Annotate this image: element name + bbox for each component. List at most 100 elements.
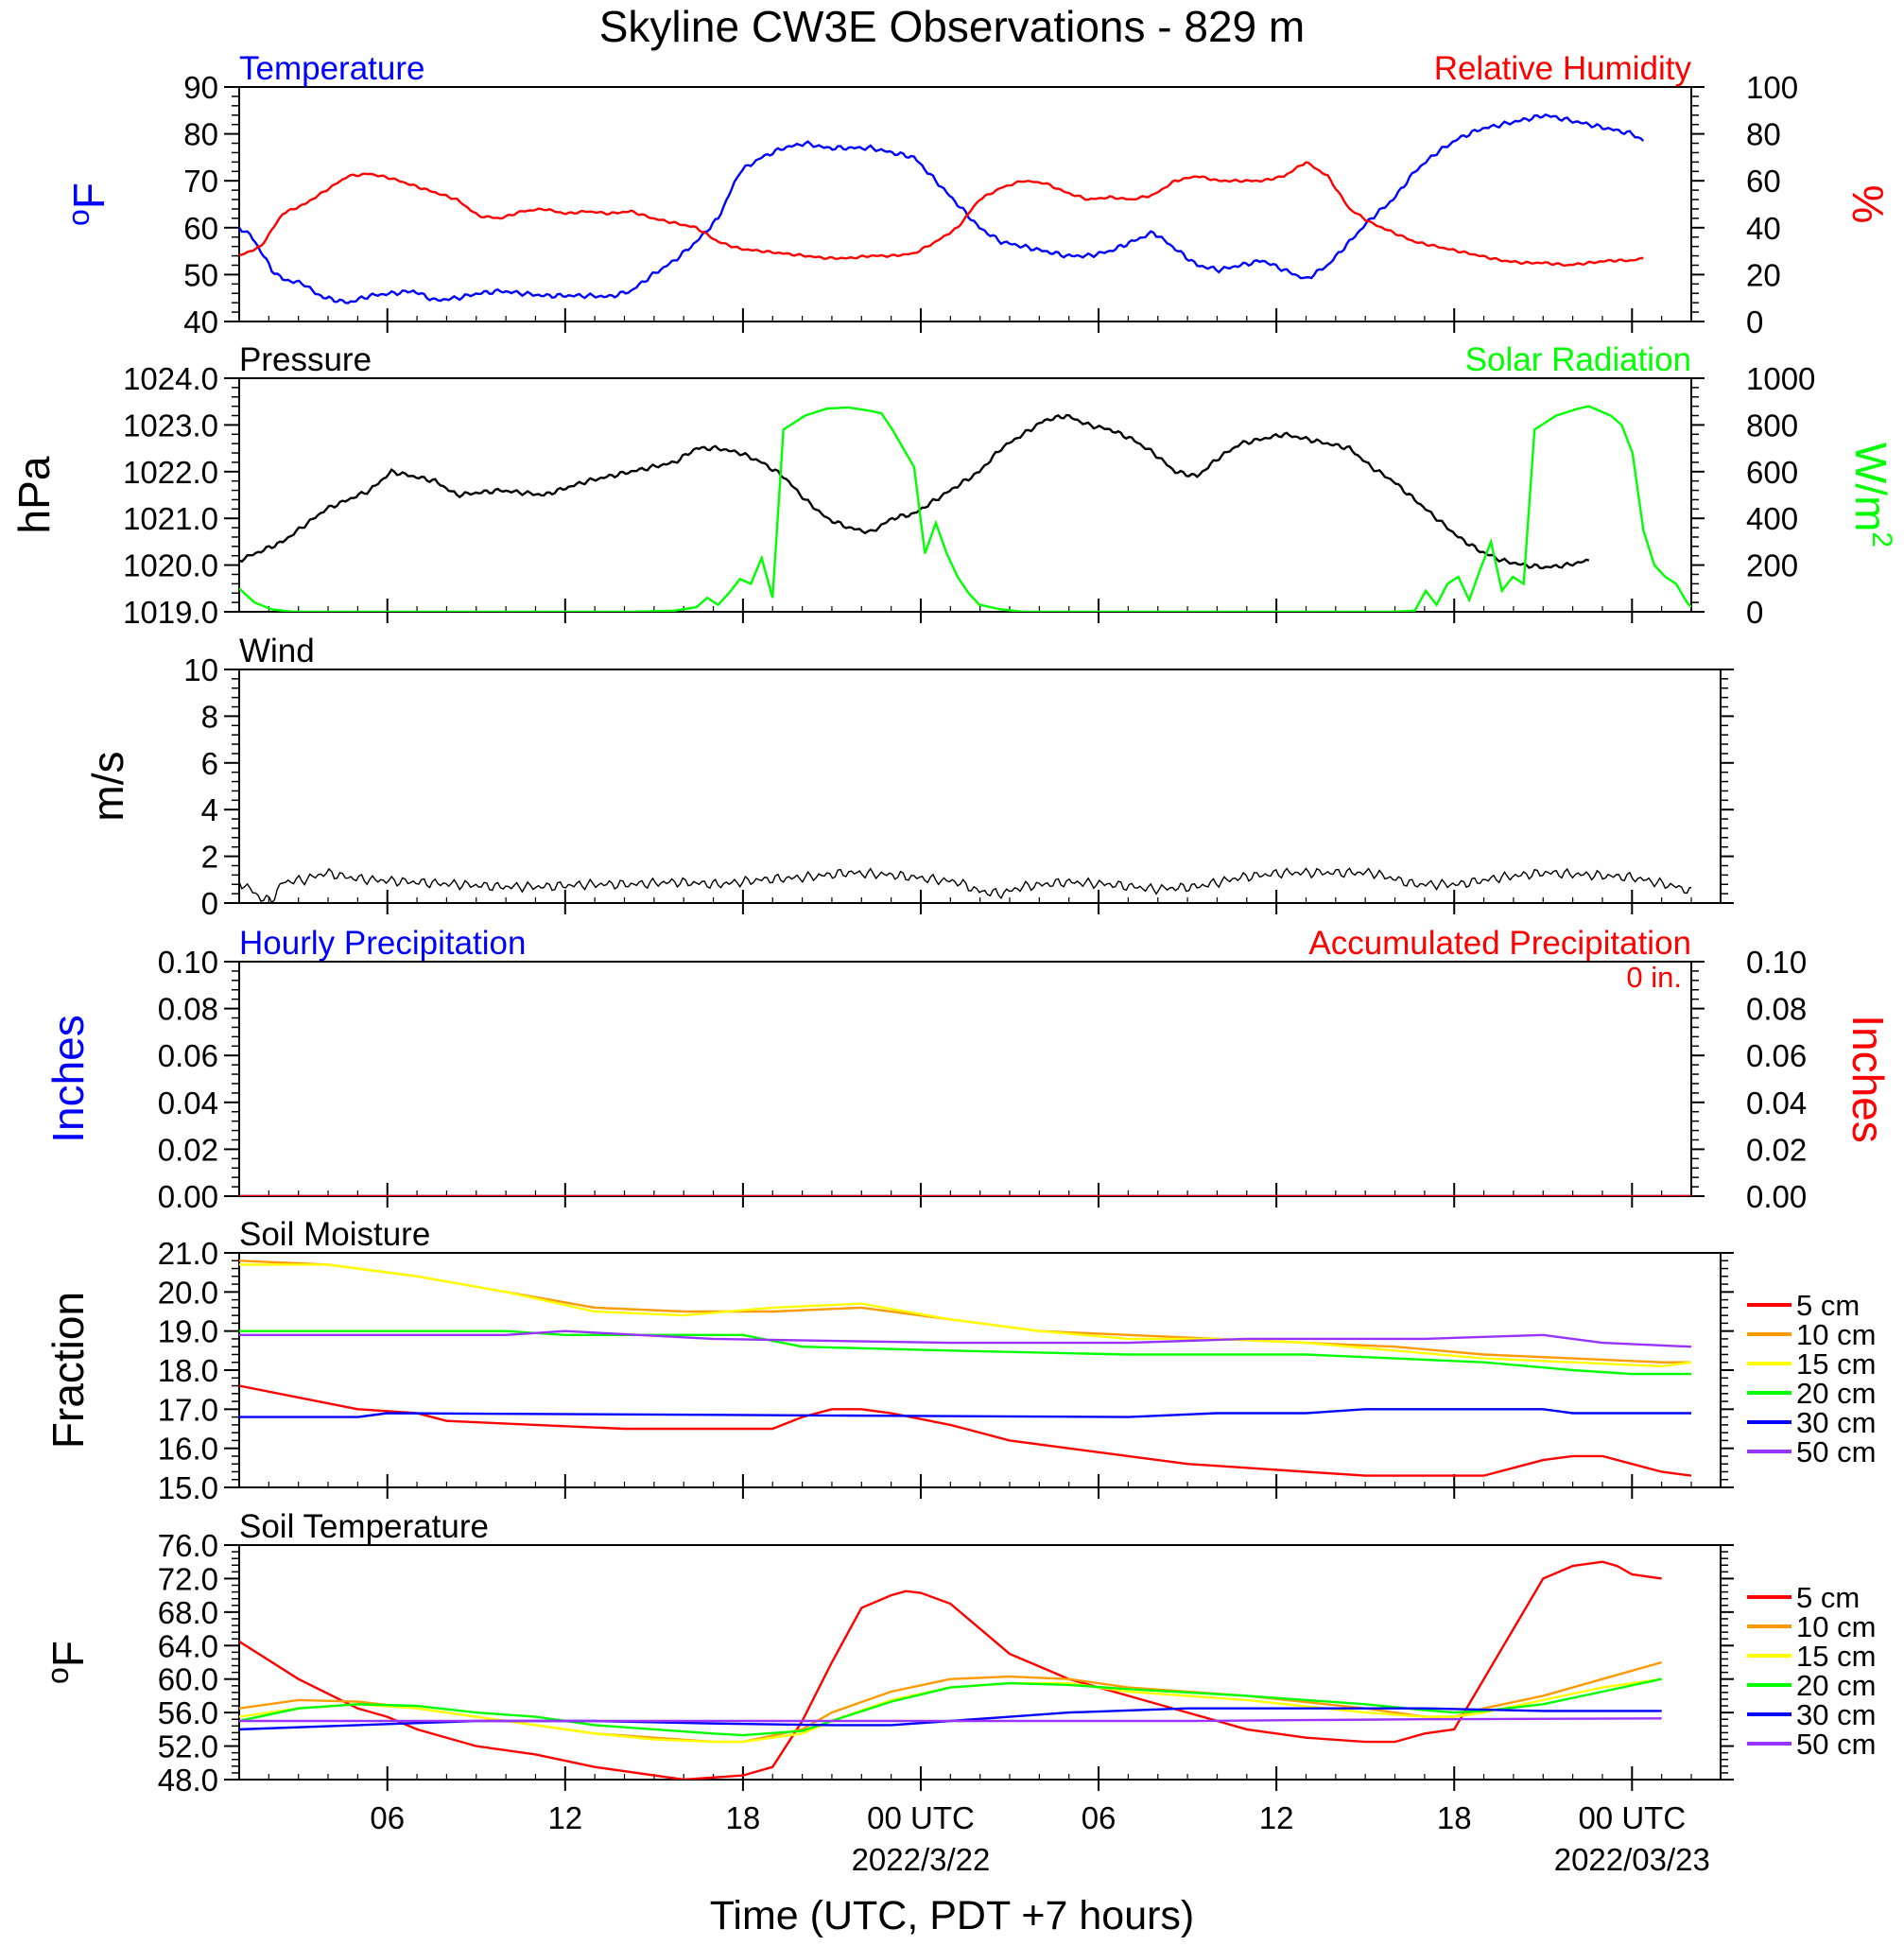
series-soil-temp-50-cm bbox=[239, 1717, 1662, 1723]
panel-title-right: Solar Radiation bbox=[1465, 341, 1691, 378]
series-temp-rh-temperature bbox=[239, 113, 1645, 304]
right-tick-label: 400 bbox=[1746, 501, 1798, 536]
left-tick-label: 1020.0 bbox=[123, 548, 218, 583]
left-tick-label: 1024.0 bbox=[123, 361, 218, 396]
legend-label: 5 cm bbox=[1796, 1289, 1860, 1322]
panel-frame bbox=[238, 1252, 1722, 1488]
x-tick-label: 00 UTC bbox=[1578, 1800, 1686, 1835]
plot-area bbox=[239, 405, 1691, 612]
left-tick-label: 0.10 bbox=[158, 945, 218, 980]
panel-soil-temp: 48.052.056.060.064.068.072.076.0 Soil Tem… bbox=[41, 1508, 1876, 1798]
x-date-label: 2022/3/22 bbox=[852, 1842, 991, 1877]
right-tick-label: 0.02 bbox=[1746, 1132, 1807, 1167]
legend-label: 5 cm bbox=[1796, 1581, 1860, 1614]
series-soil-moisture-30-cm bbox=[239, 1408, 1691, 1418]
left-tick-label: 0 bbox=[201, 886, 218, 921]
x-date-label: 2022/03/23 bbox=[1554, 1842, 1710, 1877]
right-tick-label: 200 bbox=[1746, 548, 1798, 583]
left-tick-label: 80 bbox=[183, 117, 218, 152]
right-tick-label: 0 bbox=[1746, 595, 1763, 630]
left-tick-label: 17.0 bbox=[158, 1392, 218, 1427]
left-tick-label: 0.06 bbox=[158, 1038, 218, 1073]
series-soil-temp-15-cm bbox=[239, 1677, 1662, 1744]
left-tick-label: 6 bbox=[201, 746, 218, 781]
legend-label: 15 cm bbox=[1796, 1347, 1876, 1381]
left-tick-label: 60.0 bbox=[158, 1662, 218, 1697]
right-tick-label: 80 bbox=[1746, 117, 1781, 152]
left-tick-label: 0.08 bbox=[158, 992, 218, 1027]
panel-frame bbox=[238, 377, 1692, 613]
x-tick-label: 00 UTC bbox=[867, 1800, 975, 1835]
panel-temp-rh: 40 50 60 70 80 90 0 20 40 60 80 100 Temperature Relat… bbox=[61, 50, 1893, 339]
panel-pressure-solar: 1019.0 1020.0 1021.0 1022.0 1023.0 1024.0 0 200… bbox=[9, 341, 1897, 630]
left-tick-label: 16.0 bbox=[158, 1432, 218, 1467]
legend-label: 50 cm bbox=[1796, 1435, 1876, 1468]
left-tick-label: 19.0 bbox=[158, 1314, 218, 1349]
panel-title-left: Soil Moisture bbox=[239, 1216, 430, 1253]
left-tick-label: 60 bbox=[183, 211, 218, 246]
panel-title-left: Soil Temperature bbox=[239, 1508, 489, 1545]
panel-frame bbox=[238, 669, 1722, 904]
left-axis-label: hPa bbox=[9, 456, 59, 533]
right-tick-label: 0.10 bbox=[1746, 945, 1807, 980]
right-tick-label: 40 bbox=[1746, 211, 1781, 246]
legend-label: 10 cm bbox=[1796, 1318, 1876, 1351]
precip-annotation: 0 in. bbox=[1626, 961, 1682, 994]
series-pressure-solar-pressure bbox=[239, 413, 1590, 570]
left-tick-label: 4 bbox=[201, 792, 218, 827]
left-axis-label: oF bbox=[41, 1641, 93, 1684]
chart-title: Skyline CW3E Observations - 829 m bbox=[599, 2, 1306, 51]
x-tick-label: 12 bbox=[547, 1800, 582, 1835]
legend-label: 30 cm bbox=[1796, 1698, 1876, 1731]
right-tick-label: 100 bbox=[1746, 70, 1798, 105]
series-soil-temp-5-cm bbox=[239, 1560, 1662, 1780]
panel-frame bbox=[238, 1544, 1722, 1781]
x-tick-label: 06 bbox=[370, 1800, 405, 1835]
left-tick-label: 50 bbox=[183, 257, 218, 292]
series-soil-moisture-50-cm bbox=[239, 1329, 1691, 1348]
left-tick-label: 76.0 bbox=[158, 1528, 218, 1563]
series-pressure-solar-solar-radiation bbox=[239, 405, 1691, 612]
panel-wind: 0 2 4 6 8 10 Wind m/s bbox=[83, 633, 1734, 921]
legend-label: 10 cm bbox=[1796, 1610, 1876, 1643]
panel-title-left: Temperature bbox=[239, 50, 424, 87]
plot-area bbox=[239, 867, 1691, 903]
panel-title-right: Relative Humidity bbox=[1434, 50, 1692, 87]
left-tick-label: 8 bbox=[201, 699, 218, 734]
right-tick-label: 0 bbox=[1746, 304, 1763, 339]
series-soil-moisture-5-cm bbox=[239, 1384, 1691, 1477]
left-tick-label: 72.0 bbox=[158, 1561, 218, 1596]
x-tick-label: 06 bbox=[1082, 1800, 1116, 1835]
panel-title-left: Wind bbox=[239, 633, 315, 669]
left-tick-label: 20.0 bbox=[158, 1275, 218, 1310]
left-axis-label: m/s bbox=[83, 751, 132, 821]
right-tick-label: 0.08 bbox=[1746, 992, 1807, 1027]
legend-label: 15 cm bbox=[1796, 1640, 1876, 1673]
right-tick-label: 20 bbox=[1746, 257, 1781, 292]
panel-precip: 0.00 0.02 0.04 0.06 0.08 0.10 0.00 0.02 0.04 0.06… bbox=[43, 925, 1893, 1214]
plot-area bbox=[239, 1560, 1663, 1780]
x-tick-label: 18 bbox=[726, 1800, 761, 1835]
left-tick-label: 0.04 bbox=[158, 1086, 218, 1121]
right-axis-label: Inches bbox=[1843, 1015, 1893, 1143]
plot-area bbox=[239, 1260, 1691, 1477]
left-tick-label: 18.0 bbox=[158, 1353, 218, 1388]
right-axis-label: W/m2 bbox=[1846, 443, 1897, 547]
left-tick-label: 52.0 bbox=[158, 1729, 218, 1764]
panel-title-right: Accumulated Precipitation bbox=[1308, 925, 1691, 962]
legend-label: 20 cm bbox=[1796, 1377, 1876, 1410]
left-tick-label: 64.0 bbox=[158, 1628, 218, 1663]
right-tick-label: 60 bbox=[1746, 164, 1781, 199]
left-tick-label: 1023.0 bbox=[123, 408, 218, 443]
series-soil-moisture-20-cm bbox=[239, 1329, 1691, 1376]
panel-frame bbox=[238, 961, 1692, 1197]
right-tick-label: 800 bbox=[1746, 408, 1798, 443]
left-tick-label: 21.0 bbox=[158, 1236, 218, 1271]
right-axis-label: % bbox=[1843, 185, 1893, 224]
panel-frame bbox=[238, 86, 1692, 322]
legend-label: 20 cm bbox=[1796, 1669, 1876, 1702]
